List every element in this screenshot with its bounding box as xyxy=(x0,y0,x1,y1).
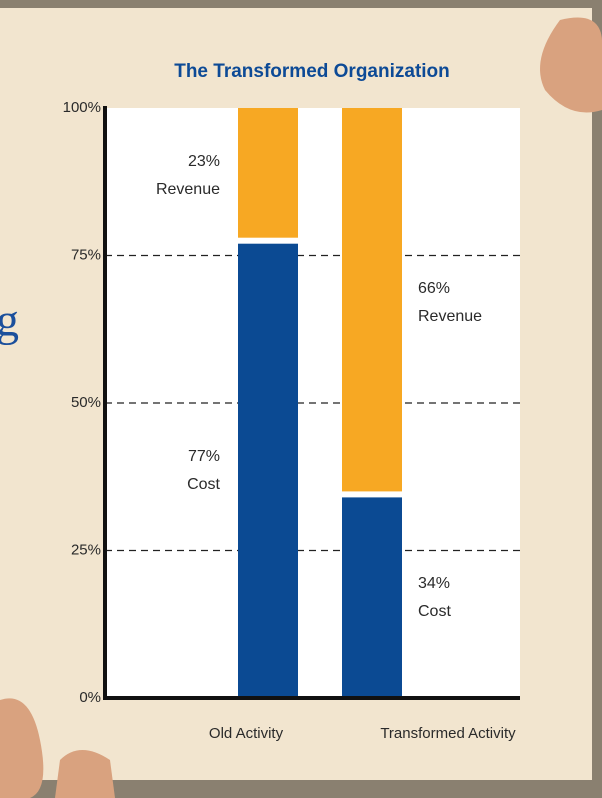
chart: g The Transformed Organization 0% 25% 50% 7… xyxy=(0,0,602,798)
bar-segment xyxy=(238,244,298,698)
value-label: 23% xyxy=(188,153,220,170)
bar-segment xyxy=(238,108,298,238)
y-tick-label: 0% xyxy=(79,689,101,706)
value-label: 66% xyxy=(418,280,450,297)
bar-segment xyxy=(342,108,402,491)
series-label: Cost xyxy=(418,603,451,620)
value-label: 34% xyxy=(418,575,450,592)
bar-segment xyxy=(342,497,402,698)
y-tick-label: 100% xyxy=(63,99,101,116)
value-label: 77% xyxy=(188,448,220,465)
series-label: Revenue xyxy=(156,181,220,198)
series-label: Cost xyxy=(187,476,220,493)
y-tick-label: 25% xyxy=(71,541,101,558)
y-tick-label: 75% xyxy=(71,246,101,263)
chart-title: The Transformed Organization xyxy=(174,61,450,82)
backdrop-text: g xyxy=(0,295,19,346)
series-label: Revenue xyxy=(418,308,482,325)
x-tick-label: Transformed Activity xyxy=(380,725,516,742)
x-tick-label: Old Activity xyxy=(209,725,284,742)
y-tick-label: 50% xyxy=(71,394,101,411)
